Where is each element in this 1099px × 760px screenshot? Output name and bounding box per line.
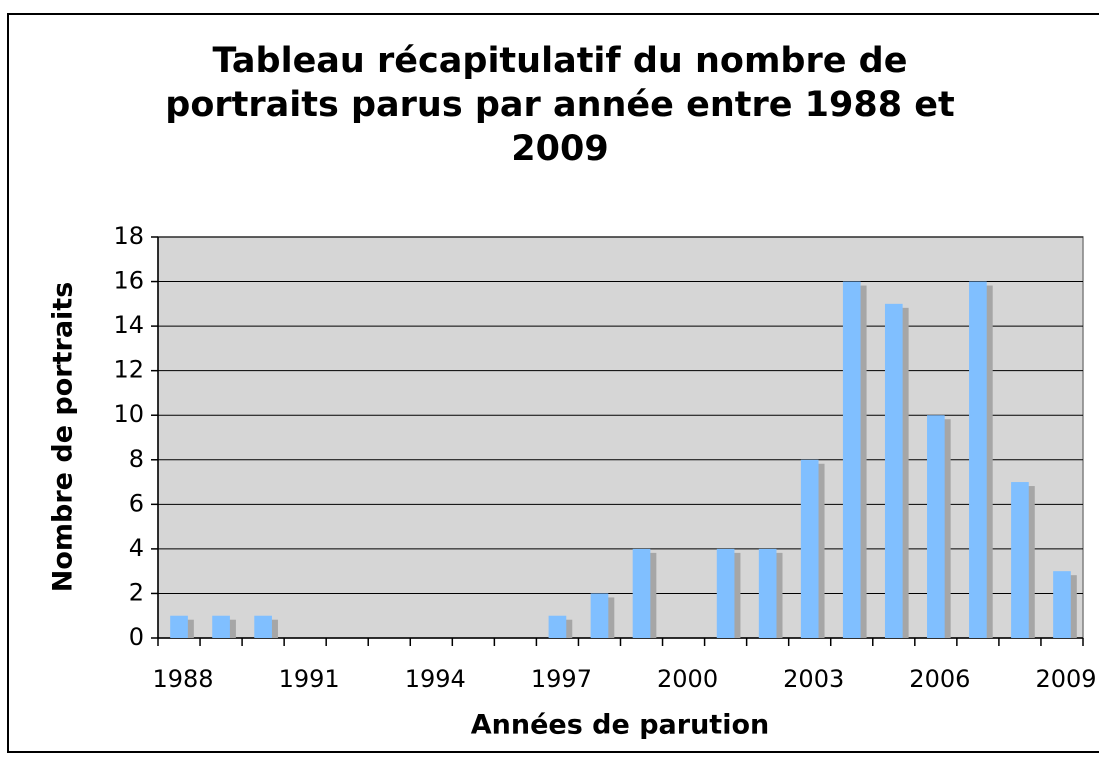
y-axis-title: Nombre de portraits <box>48 282 79 593</box>
x-tick-label: 1994 <box>405 665 466 693</box>
bar <box>842 281 861 638</box>
chart-title: Tableau récapitulatif du nombre de <box>213 41 908 81</box>
x-tick-label: 2003 <box>783 665 844 693</box>
bar <box>884 303 903 638</box>
x-tick-label: 2006 <box>909 665 970 693</box>
bar <box>716 548 735 638</box>
x-tick-label: 1988 <box>152 665 213 693</box>
bar <box>170 615 188 638</box>
bar <box>800 459 819 638</box>
y-tick-label: 6 <box>129 489 144 517</box>
bar <box>1011 482 1029 638</box>
bar <box>212 615 230 638</box>
bar <box>590 593 609 638</box>
y-tick-label: 10 <box>113 400 144 428</box>
bar <box>927 415 945 638</box>
x-tick-label: 2000 <box>657 665 718 693</box>
bar <box>969 281 987 638</box>
bar <box>1053 571 1071 638</box>
bar <box>758 548 777 638</box>
y-tick-label: 4 <box>129 534 144 562</box>
x-tick-label: 1997 <box>531 665 592 693</box>
chart-title: portraits parus par année entre 1988 et <box>165 85 954 125</box>
bar <box>548 615 567 638</box>
bar <box>632 548 651 638</box>
chart-title: 2009 <box>511 129 608 169</box>
y-tick-label: 8 <box>129 445 144 473</box>
x-tick-label: 1991 <box>279 665 340 693</box>
y-tick-label: 14 <box>113 311 144 339</box>
x-tick-label: 2009 <box>1035 665 1096 693</box>
y-tick-label: 16 <box>113 267 144 295</box>
y-tick-label: 2 <box>129 578 144 606</box>
y-tick-label: 0 <box>129 623 144 651</box>
bar <box>254 615 272 638</box>
y-tick-label: 18 <box>113 222 144 250</box>
x-axis-title: Années de parution <box>471 710 770 741</box>
y-tick-label: 12 <box>113 356 144 384</box>
